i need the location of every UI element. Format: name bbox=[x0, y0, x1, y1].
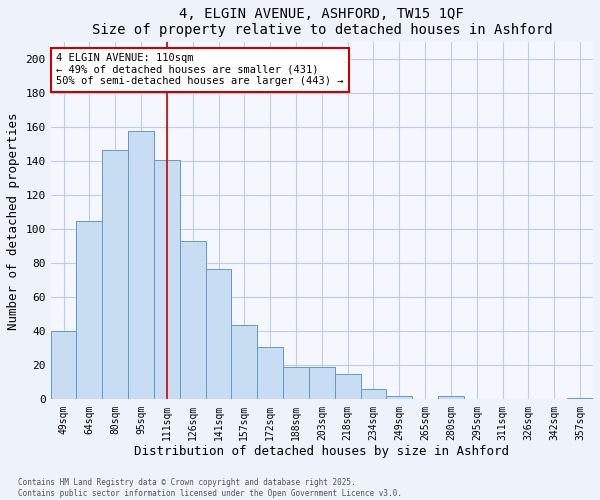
Bar bbox=[232, 324, 257, 400]
Bar bbox=[50, 332, 76, 400]
Bar bbox=[567, 398, 593, 400]
Bar bbox=[102, 150, 128, 400]
Bar bbox=[361, 389, 386, 400]
Bar bbox=[335, 374, 361, 400]
Bar bbox=[128, 131, 154, 400]
X-axis label: Distribution of detached houses by size in Ashford: Distribution of detached houses by size … bbox=[134, 445, 509, 458]
Bar bbox=[154, 160, 180, 400]
Bar bbox=[283, 367, 309, 400]
Bar bbox=[206, 268, 232, 400]
Y-axis label: Number of detached properties: Number of detached properties bbox=[7, 112, 20, 330]
Bar bbox=[309, 367, 335, 400]
Bar bbox=[438, 396, 464, 400]
Text: Contains HM Land Registry data © Crown copyright and database right 2025.
Contai: Contains HM Land Registry data © Crown c… bbox=[18, 478, 402, 498]
Text: 4 ELGIN AVENUE: 110sqm
← 49% of detached houses are smaller (431)
50% of semi-de: 4 ELGIN AVENUE: 110sqm ← 49% of detached… bbox=[56, 53, 344, 86]
Title: 4, ELGIN AVENUE, ASHFORD, TW15 1QF
Size of property relative to detached houses : 4, ELGIN AVENUE, ASHFORD, TW15 1QF Size … bbox=[92, 7, 552, 37]
Bar bbox=[257, 346, 283, 400]
Bar bbox=[386, 396, 412, 400]
Bar bbox=[180, 242, 206, 400]
Bar bbox=[76, 221, 102, 400]
